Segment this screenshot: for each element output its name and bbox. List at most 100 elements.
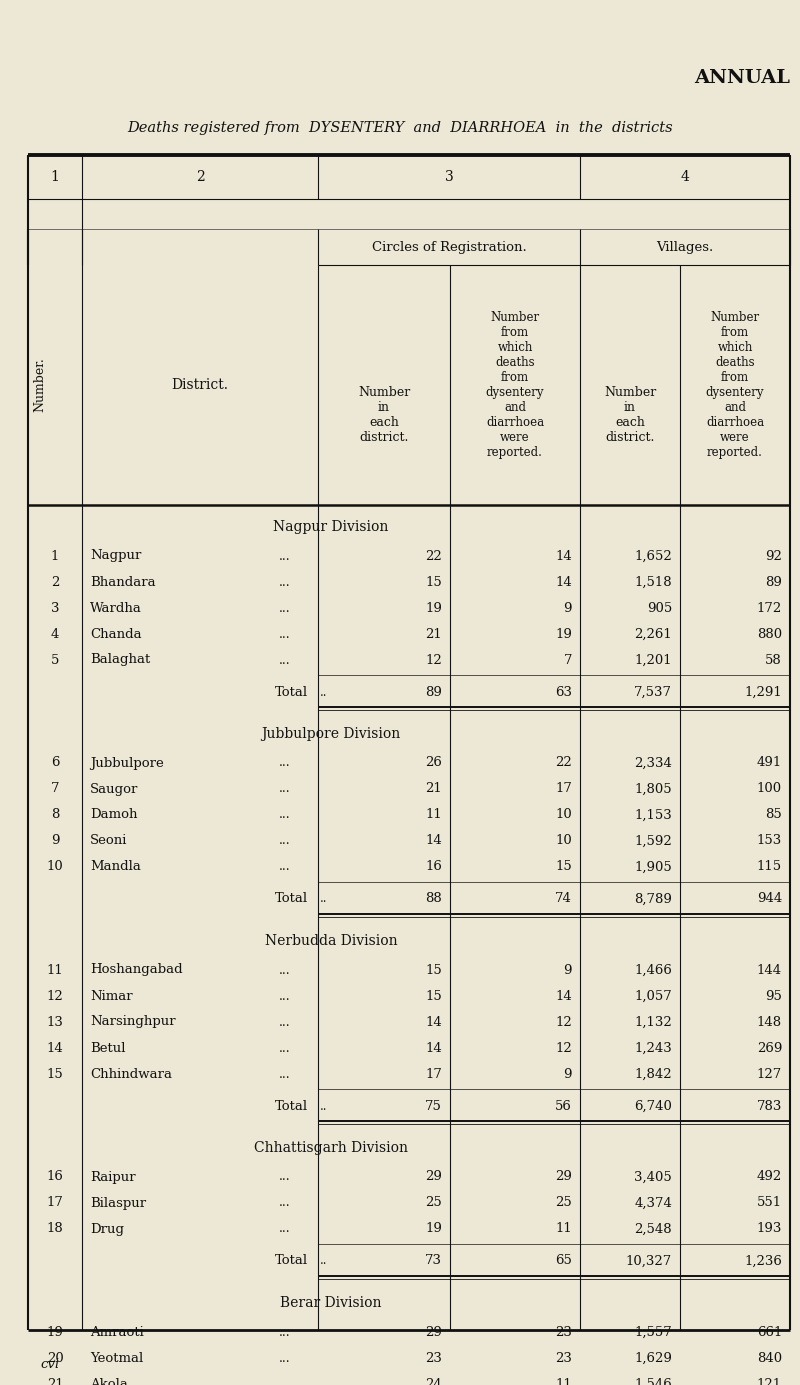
Text: ..: .. xyxy=(320,686,327,698)
Text: 73: 73 xyxy=(425,1255,442,1267)
Text: ...: ... xyxy=(278,860,290,874)
Text: ...: ... xyxy=(278,1378,290,1385)
Text: 1,201: 1,201 xyxy=(634,654,672,666)
Text: Amraoti: Amraoti xyxy=(90,1325,144,1338)
Text: 14: 14 xyxy=(426,1015,442,1029)
Text: 19: 19 xyxy=(425,601,442,615)
Text: 10: 10 xyxy=(46,860,63,874)
Text: 6,740: 6,740 xyxy=(634,1100,672,1112)
Text: 21: 21 xyxy=(426,783,442,795)
Text: Total: Total xyxy=(275,892,308,906)
Text: Saugor: Saugor xyxy=(90,783,138,795)
Text: District.: District. xyxy=(171,378,229,392)
Text: ...: ... xyxy=(278,601,290,615)
Text: 1,805: 1,805 xyxy=(634,783,672,795)
Text: Nagpur: Nagpur xyxy=(90,550,142,562)
Text: Berar Division: Berar Division xyxy=(280,1296,382,1310)
Text: 115: 115 xyxy=(757,860,782,874)
Text: Jubbulpore: Jubbulpore xyxy=(90,756,164,770)
Text: 1: 1 xyxy=(50,170,59,184)
Text: 17: 17 xyxy=(46,1197,63,1209)
Text: 11: 11 xyxy=(555,1378,572,1385)
Text: 880: 880 xyxy=(757,627,782,640)
Text: 1,905: 1,905 xyxy=(634,860,672,874)
Text: Drug: Drug xyxy=(90,1223,124,1235)
Text: 1,518: 1,518 xyxy=(634,576,672,589)
Text: 3: 3 xyxy=(445,170,454,184)
Text: Number
from
which
deaths
from
dysentery
and
diarrhoea
were
reported.: Number from which deaths from dysentery … xyxy=(486,312,544,458)
Text: 1,546: 1,546 xyxy=(634,1378,672,1385)
Text: Chanda: Chanda xyxy=(90,627,142,640)
Text: 16: 16 xyxy=(46,1170,63,1184)
Text: 4: 4 xyxy=(681,170,690,184)
Text: 63: 63 xyxy=(555,686,572,698)
Text: 172: 172 xyxy=(757,601,782,615)
Text: ...: ... xyxy=(278,1223,290,1235)
Text: 9: 9 xyxy=(563,964,572,976)
Text: 1,842: 1,842 xyxy=(634,1068,672,1080)
Text: 944: 944 xyxy=(757,892,782,906)
Text: 10,327: 10,327 xyxy=(626,1255,672,1267)
Text: 492: 492 xyxy=(757,1170,782,1184)
Text: 11: 11 xyxy=(46,964,63,976)
Text: 1,132: 1,132 xyxy=(634,1015,672,1029)
Text: 95: 95 xyxy=(765,989,782,1003)
Text: ...: ... xyxy=(278,1068,290,1080)
Text: 85: 85 xyxy=(766,809,782,821)
Text: 24: 24 xyxy=(426,1378,442,1385)
Text: 20: 20 xyxy=(46,1352,63,1364)
Text: 5: 5 xyxy=(51,654,59,666)
Text: Hoshangabad: Hoshangabad xyxy=(90,964,182,976)
Text: ...: ... xyxy=(278,1325,290,1338)
Text: 3,405: 3,405 xyxy=(634,1170,672,1184)
Text: 7,537: 7,537 xyxy=(634,686,672,698)
Text: 58: 58 xyxy=(766,654,782,666)
Text: Bhandara: Bhandara xyxy=(90,576,156,589)
Text: Mandla: Mandla xyxy=(90,860,141,874)
Text: Number.: Number. xyxy=(34,357,46,413)
Text: Betul: Betul xyxy=(90,1042,126,1054)
Text: 29: 29 xyxy=(555,1170,572,1184)
Text: 29: 29 xyxy=(425,1325,442,1338)
Text: 19: 19 xyxy=(555,627,572,640)
Text: 7: 7 xyxy=(50,783,59,795)
Text: Seoni: Seoni xyxy=(90,835,127,848)
Text: 2,548: 2,548 xyxy=(634,1223,672,1235)
Text: Raipur: Raipur xyxy=(90,1170,136,1184)
Text: ...: ... xyxy=(278,576,290,589)
Text: ..: .. xyxy=(320,892,327,906)
Text: 14: 14 xyxy=(426,835,442,848)
Text: 100: 100 xyxy=(757,783,782,795)
Text: Deaths registered from  DYSENTERY  and  DIARRHOEA  in  the  districts: Deaths registered from DYSENTERY and DIA… xyxy=(127,120,673,134)
Text: Wardha: Wardha xyxy=(90,601,142,615)
Text: 11: 11 xyxy=(426,809,442,821)
Text: Chhindwara: Chhindwara xyxy=(90,1068,172,1080)
Text: 10: 10 xyxy=(555,809,572,821)
Text: ANNUAL: ANNUAL xyxy=(694,69,790,87)
Text: 92: 92 xyxy=(765,550,782,562)
Text: 840: 840 xyxy=(757,1352,782,1364)
Text: 29: 29 xyxy=(425,1170,442,1184)
Text: 17: 17 xyxy=(425,1068,442,1080)
Text: 9: 9 xyxy=(563,1068,572,1080)
Text: 23: 23 xyxy=(555,1325,572,1338)
Text: 12: 12 xyxy=(46,989,63,1003)
Text: ...: ... xyxy=(278,809,290,821)
Text: 2: 2 xyxy=(196,170,204,184)
Text: 7: 7 xyxy=(563,654,572,666)
Text: 18: 18 xyxy=(46,1223,63,1235)
Text: 12: 12 xyxy=(555,1015,572,1029)
Text: ...: ... xyxy=(278,1197,290,1209)
Text: 1,291: 1,291 xyxy=(744,686,782,698)
Text: 127: 127 xyxy=(757,1068,782,1080)
Text: 15: 15 xyxy=(46,1068,63,1080)
Text: 1,243: 1,243 xyxy=(634,1042,672,1054)
Text: 65: 65 xyxy=(555,1255,572,1267)
Text: 2: 2 xyxy=(51,576,59,589)
Text: 8,789: 8,789 xyxy=(634,892,672,906)
Text: Yeotmal: Yeotmal xyxy=(90,1352,143,1364)
Text: 144: 144 xyxy=(757,964,782,976)
Text: 3: 3 xyxy=(50,601,59,615)
Text: 14: 14 xyxy=(555,550,572,562)
Text: 4,374: 4,374 xyxy=(634,1197,672,1209)
